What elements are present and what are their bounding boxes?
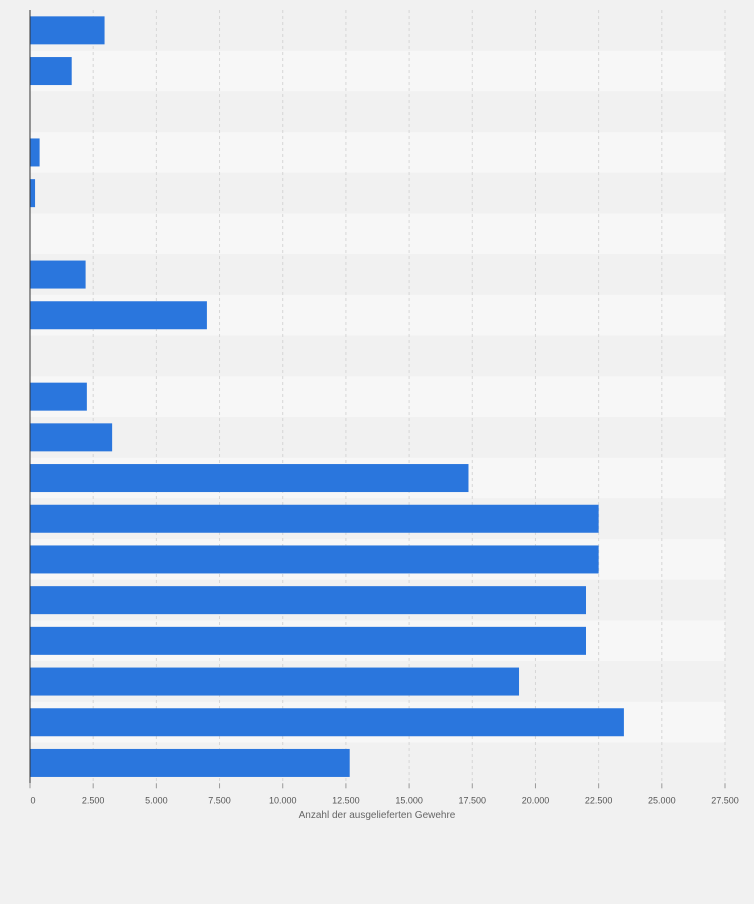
x-tick-label: 22.500	[585, 795, 613, 805]
x-tick-label: 0	[30, 795, 35, 805]
x-axis-ticks: 0 2.500 5.000 7.500 10.000 12.500 15.000 17.500…	[29, 783, 739, 805]
row-band	[30, 213, 725, 255]
bar[interactable]	[30, 260, 86, 289]
bar[interactable]	[30, 16, 105, 45]
bar[interactable]	[30, 301, 207, 330]
row-band	[30, 335, 725, 377]
x-tick-label: 17.500	[459, 795, 487, 805]
bar[interactable]	[30, 504, 599, 533]
bar[interactable]	[30, 57, 72, 86]
x-axis-label: Anzahl der ausgelieferten Gewehre	[299, 810, 456, 821]
x-tick-label: 7.500	[208, 795, 231, 805]
bar[interactable]	[30, 545, 599, 574]
x-tick-label: 20.000	[522, 795, 550, 805]
bar[interactable]	[30, 464, 469, 493]
bar[interactable]	[30, 138, 40, 167]
bar[interactable]	[30, 708, 624, 737]
bars	[30, 16, 624, 777]
row-band	[30, 376, 725, 417]
row-band	[30, 172, 725, 214]
row-bands	[30, 10, 725, 784]
row-band	[30, 254, 725, 295]
x-tick-label: 27.500	[711, 795, 739, 805]
row-band	[30, 417, 725, 458]
x-tick-label: 2.500	[82, 795, 105, 805]
bar[interactable]	[30, 667, 520, 696]
bar[interactable]	[30, 586, 586, 615]
x-tick-label: 25.000	[648, 795, 676, 805]
bar[interactable]	[30, 423, 113, 452]
x-tick-label: 5.000	[145, 795, 168, 805]
row-band	[30, 10, 725, 51]
row-band	[30, 91, 725, 133]
bar[interactable]	[30, 382, 87, 411]
bar[interactable]	[30, 626, 586, 655]
x-tick-label: 10.000	[269, 795, 297, 805]
bar[interactable]	[30, 179, 36, 208]
row-band	[30, 132, 725, 173]
bar[interactable]	[30, 748, 350, 777]
row-band	[30, 50, 725, 92]
x-tick-label: 15.000	[395, 795, 423, 805]
x-tick-label: 12.500	[332, 795, 360, 805]
